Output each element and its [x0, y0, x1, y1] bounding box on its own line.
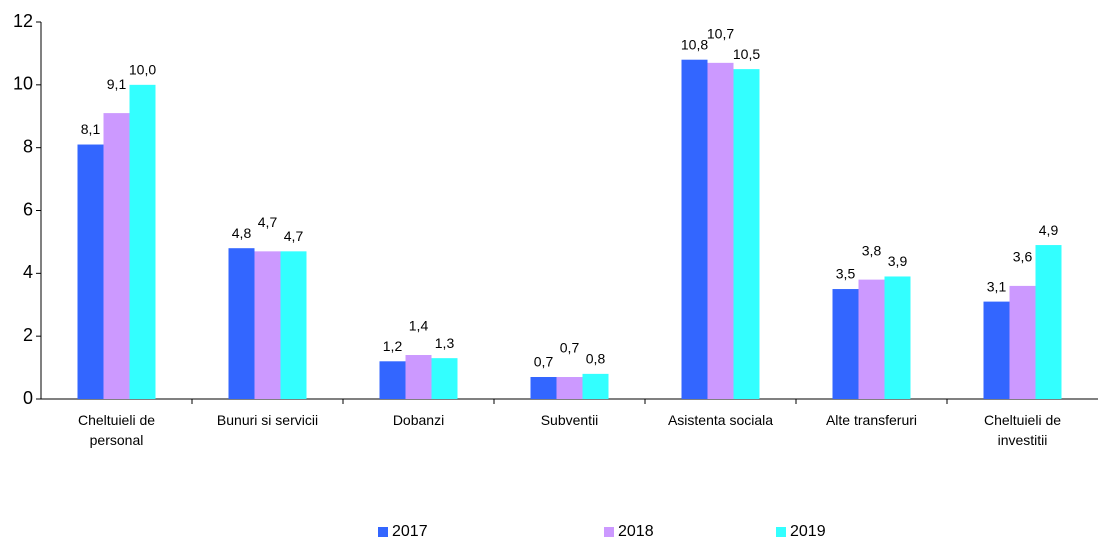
bar [681, 59, 708, 399]
bar [405, 355, 432, 399]
x-tick-label: Dobanzi [393, 412, 444, 428]
legend-swatch [378, 527, 388, 537]
value-label: 10,5 [733, 46, 760, 62]
bar [556, 377, 583, 399]
value-label: 1,2 [383, 338, 403, 354]
value-label: 4,7 [258, 214, 278, 230]
value-label: 1,4 [409, 318, 429, 334]
y-tick-label: 10 [13, 74, 33, 94]
bar [582, 373, 609, 399]
value-label: 10,0 [129, 62, 156, 78]
legend-label: 2017 [392, 523, 428, 540]
x-tick-label: Subventii [541, 412, 599, 428]
bar [1009, 285, 1036, 399]
value-label: 1,3 [435, 335, 455, 351]
bar [733, 69, 760, 399]
legend-swatch [604, 527, 614, 537]
bar [707, 62, 734, 399]
value-label: 3,6 [1013, 249, 1033, 265]
bar [280, 251, 307, 399]
value-label: 3,1 [987, 278, 1007, 294]
value-label: 10,8 [681, 36, 708, 52]
value-label: 0,7 [534, 354, 554, 370]
legend-swatch [776, 527, 786, 537]
bar [884, 276, 911, 399]
bar [129, 84, 156, 399]
x-tick-label: Cheltuieli de personal [78, 412, 155, 448]
x-tick-label: Alte transferuri [826, 412, 917, 428]
x-tick-label: Bunuri si servicii [217, 412, 318, 428]
value-label: 0,7 [560, 340, 580, 356]
legend-label: 2019 [790, 523, 826, 540]
value-label: 8,1 [81, 121, 101, 137]
bar [379, 361, 406, 399]
legend-label: 2018 [618, 523, 654, 540]
value-label: 10,7 [707, 26, 734, 42]
bar [228, 248, 255, 399]
bar [832, 289, 859, 399]
y-tick-label: 0 [23, 388, 33, 408]
bar [858, 279, 885, 399]
bar [431, 358, 458, 399]
value-label: 0,8 [586, 351, 606, 367]
value-label: 4,9 [1039, 222, 1059, 238]
value-label: 4,8 [232, 225, 252, 241]
y-tick-label: 2 [23, 325, 33, 345]
y-tick-label: 6 [23, 199, 33, 219]
bar [254, 251, 281, 399]
bar [530, 377, 557, 399]
value-label: 3,9 [888, 253, 908, 269]
bar [103, 113, 130, 399]
bar [983, 301, 1010, 399]
x-tick-label: Asistenta sociala [668, 412, 773, 428]
value-label: 3,8 [862, 242, 882, 258]
y-tick-label: 8 [23, 136, 33, 156]
value-label: 3,5 [836, 266, 856, 282]
bar [1035, 245, 1062, 399]
y-tick-label: 4 [23, 262, 33, 282]
x-tick-label: Cheltuieli de investitii [984, 412, 1061, 448]
bar [77, 144, 104, 399]
value-label: 9,1 [107, 76, 127, 92]
y-tick-label: 12 [13, 11, 33, 31]
value-label: 4,7 [284, 228, 304, 244]
